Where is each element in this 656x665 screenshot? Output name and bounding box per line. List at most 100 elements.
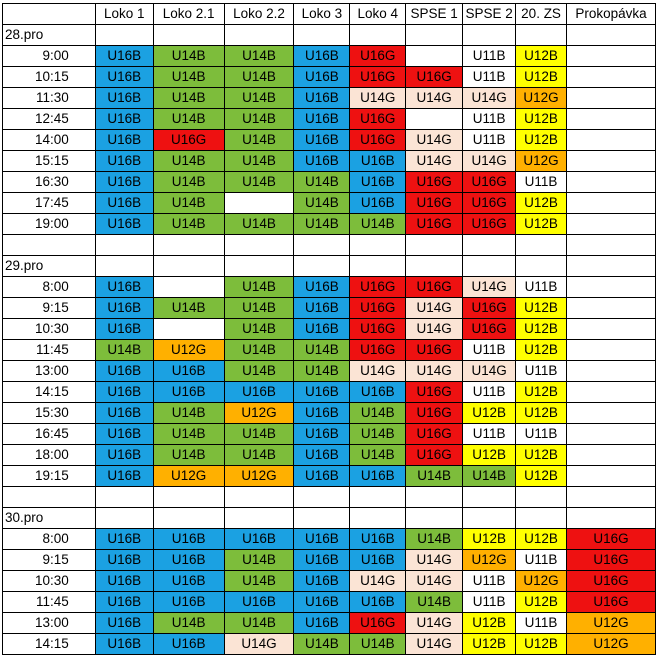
team-cell: U16B [152, 549, 225, 571]
team-cell: U16B [293, 402, 351, 424]
team-cell: U12G [223, 402, 295, 424]
time-slot-row: 9:15 U16B U14B U14B U16B U16G U14G U16G U12B [2, 297, 656, 319]
team-cell: U16B [94, 129, 154, 151]
team-cell: U16G [566, 549, 656, 571]
team-cell: U14B [223, 318, 295, 340]
time-slot-row: 16:30 U16B U14B U14B U14B U16B U16G U16G U11B [2, 171, 656, 193]
empty-cell [566, 297, 656, 319]
time-slot-row: 15:30 U16B U14B U12G U16B U14B U16G U12B U12B [2, 402, 656, 424]
time-label: 17:45 [2, 192, 96, 214]
team-cell: U16B [94, 213, 154, 235]
team-cell: U14B [223, 150, 295, 172]
team-cell: U11B [515, 360, 568, 382]
team-cell: U14B [349, 402, 407, 424]
team-cell: U14G [462, 360, 517, 382]
team-cell: U16B [94, 423, 154, 445]
empty-cell [566, 171, 656, 193]
team-cell: U11B [515, 276, 568, 298]
empty-cell [293, 234, 351, 256]
team-cell: U12B [515, 45, 568, 67]
team-cell: U11B [462, 591, 517, 613]
empty-cell [462, 486, 517, 508]
team-cell: U16B [349, 528, 407, 550]
team-cell: U12B [515, 591, 568, 613]
time-label: 19:15 [2, 465, 96, 487]
column-header: 20. ZS [515, 3, 568, 25]
team-cell: U12B [462, 612, 517, 634]
team-cell: U14G [462, 150, 517, 172]
empty-cell [566, 465, 656, 487]
empty-cell [566, 150, 656, 172]
team-cell: U16B [223, 528, 295, 550]
team-cell: U16B [349, 192, 407, 214]
team-cell: U16B [94, 381, 154, 403]
team-cell: U16G [405, 444, 464, 466]
empty-cell [223, 192, 295, 214]
team-cell: U16G [349, 45, 407, 67]
team-cell: U14B [152, 213, 225, 235]
team-cell: U12B [462, 528, 517, 550]
team-cell: U14B [223, 339, 295, 361]
team-cell: U14G [349, 360, 407, 382]
team-cell: U14B [462, 465, 517, 487]
header-row: Loko 1 Loko 2.1 Loko 2.2 Loko 3 Loko 4 S… [2, 3, 656, 25]
team-cell: U16B [94, 528, 154, 550]
team-cell: U16B [94, 87, 154, 109]
team-cell: U14B [405, 528, 464, 550]
empty-cell [405, 24, 464, 46]
empty-cell [566, 87, 656, 109]
team-cell: U16G [349, 276, 407, 298]
team-cell: U16B [223, 591, 295, 613]
team-cell: U14B [293, 360, 351, 382]
team-cell: U16B [293, 570, 351, 592]
time-label: 14:15 [2, 381, 96, 403]
team-cell: U11B [515, 171, 568, 193]
team-cell: U14B [223, 570, 295, 592]
empty-cell [405, 486, 464, 508]
team-cell: U12G [566, 633, 656, 655]
team-cell: U14G [405, 297, 464, 319]
team-cell: U16G [405, 66, 464, 88]
team-cell: U12G [515, 570, 568, 592]
team-cell: U16B [152, 528, 225, 550]
team-cell: U14B [223, 66, 295, 88]
team-cell: U16B [94, 318, 154, 340]
team-cell: U14G [349, 87, 407, 109]
team-cell: U14B [94, 339, 154, 361]
team-cell: U16B [152, 591, 225, 613]
team-cell: U16B [94, 171, 154, 193]
team-cell: U11B [462, 339, 517, 361]
time-slot-row: 11:45 U16B U16B U16B U16B U16B U14B U11B U12B U16… [2, 591, 656, 613]
empty-cell [566, 45, 656, 67]
empty-cell [566, 255, 656, 277]
time-label: 13:00 [2, 360, 96, 382]
empty-cell [94, 255, 154, 277]
empty-cell [566, 192, 656, 214]
team-cell: U16B [293, 66, 351, 88]
team-cell: U16B [152, 633, 225, 655]
team-cell: U12G [515, 87, 568, 109]
team-cell: U11B [515, 612, 568, 634]
time-slot-row: 12:45 U16B U14B U14B U16B U16G U11B U12B [2, 108, 656, 130]
column-header: Loko 4 [349, 3, 407, 25]
team-cell: U16B [94, 360, 154, 382]
column-header: SPSE 1 [405, 3, 464, 25]
team-cell: U16G [405, 423, 464, 445]
team-cell: U16G [462, 171, 517, 193]
team-cell: U11B [462, 570, 517, 592]
empty-cell [515, 24, 568, 46]
time-label: 14:15 [2, 633, 96, 655]
team-cell: U14B [405, 465, 464, 487]
empty-cell [566, 24, 656, 46]
empty-cell [293, 507, 351, 529]
time-slot-row: 16:45 U16B U14B U14B U16B U14B U16G U11B U11B [2, 423, 656, 445]
empty-cell [152, 486, 225, 508]
empty-cell [462, 255, 517, 277]
team-cell: U14B [152, 45, 225, 67]
team-cell: U16G [566, 570, 656, 592]
team-cell: U14G [405, 612, 464, 634]
team-cell: U12B [515, 381, 568, 403]
team-cell: U16B [293, 549, 351, 571]
team-cell: U14B [223, 45, 295, 67]
team-cell: U14B [152, 108, 225, 130]
